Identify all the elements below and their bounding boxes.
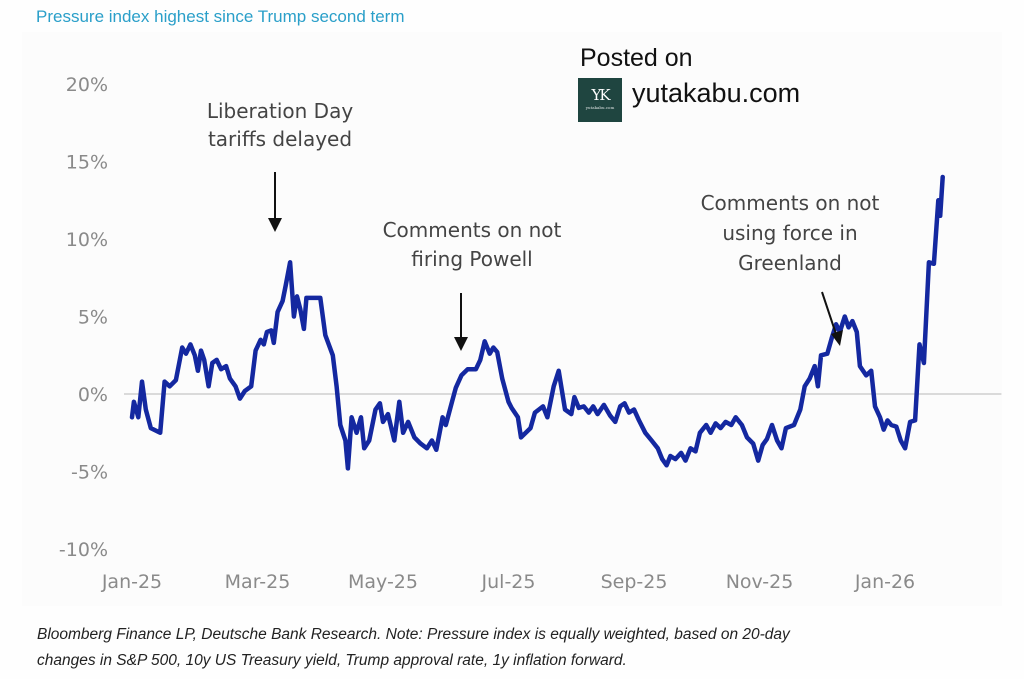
annotation-greenland-line2: using force in: [722, 221, 857, 245]
y-tick-label: 15%: [66, 152, 108, 174]
x-tick-label: Jan-25: [101, 571, 162, 593]
y-tick-label: 20%: [66, 74, 108, 96]
source-caption-line2: changes in S&P 500, 10y US Treasury yiel…: [37, 652, 627, 669]
y-tick-label: -5%: [71, 462, 108, 484]
chart-title: Pressure index highest since Trump secon…: [36, 7, 405, 26]
annotation-greenland: Comments on not using force in Greenland: [701, 191, 880, 346]
series-group: [129, 174, 945, 471]
yutakabu-logo-icon: YK yutakabu.com: [578, 78, 622, 122]
x-axis: Jan-25 Mar-25 May-25 Jul-25 Sep-25 Nov-25 Jan-…: [101, 571, 915, 593]
arrow-down-icon: [268, 172, 282, 232]
watermark-site: yutakabu.com: [632, 78, 801, 108]
logo-subtext: yutakabu.com: [585, 105, 615, 110]
annotation-powell: Comments on not firing Powell: [383, 218, 562, 351]
annotation-powell-line2: firing Powell: [411, 247, 532, 271]
annotation-greenland-line3: Greenland: [738, 251, 842, 275]
watermark-posted-on: Posted on: [580, 44, 693, 72]
y-axis: 20% 15% 10% 5% 0% -5% -10%: [59, 74, 108, 561]
annotation-liberation-day-line2: tariffs delayed: [208, 127, 352, 151]
x-tick-label: Mar-25: [225, 571, 291, 593]
x-tick-label: Sep-25: [601, 571, 668, 593]
annotation-powell-line1: Comments on not: [383, 218, 562, 242]
y-tick-label: 10%: [66, 229, 108, 251]
series-line-pressure-index: [129, 174, 945, 471]
arrow-down-icon: [454, 293, 468, 351]
x-tick-label: Nov-25: [726, 571, 794, 593]
x-tick-label: Jul-25: [481, 571, 536, 593]
x-tick-label: May-25: [348, 571, 418, 593]
y-tick-label: -10%: [59, 539, 108, 561]
annotation-liberation-day-line1: Liberation Day: [207, 99, 354, 123]
y-tick-label: 5%: [78, 307, 108, 329]
y-tick-label: 0%: [78, 384, 108, 406]
annotation-greenland-line1: Comments on not: [701, 191, 880, 215]
source-caption: Bloomberg Finance LP, Deutsche Bank Rese…: [37, 622, 1017, 674]
arrow-diagonal-icon: [821, 291, 843, 346]
chart-background: [22, 32, 1002, 606]
logo-mark: YK: [591, 86, 610, 104]
source-caption-line1: Bloomberg Finance LP, Deutsche Bank Rese…: [37, 626, 790, 643]
x-tick-label: Jan-26: [854, 571, 915, 593]
annotation-liberation-day: Liberation Day tariffs delayed: [207, 99, 354, 232]
